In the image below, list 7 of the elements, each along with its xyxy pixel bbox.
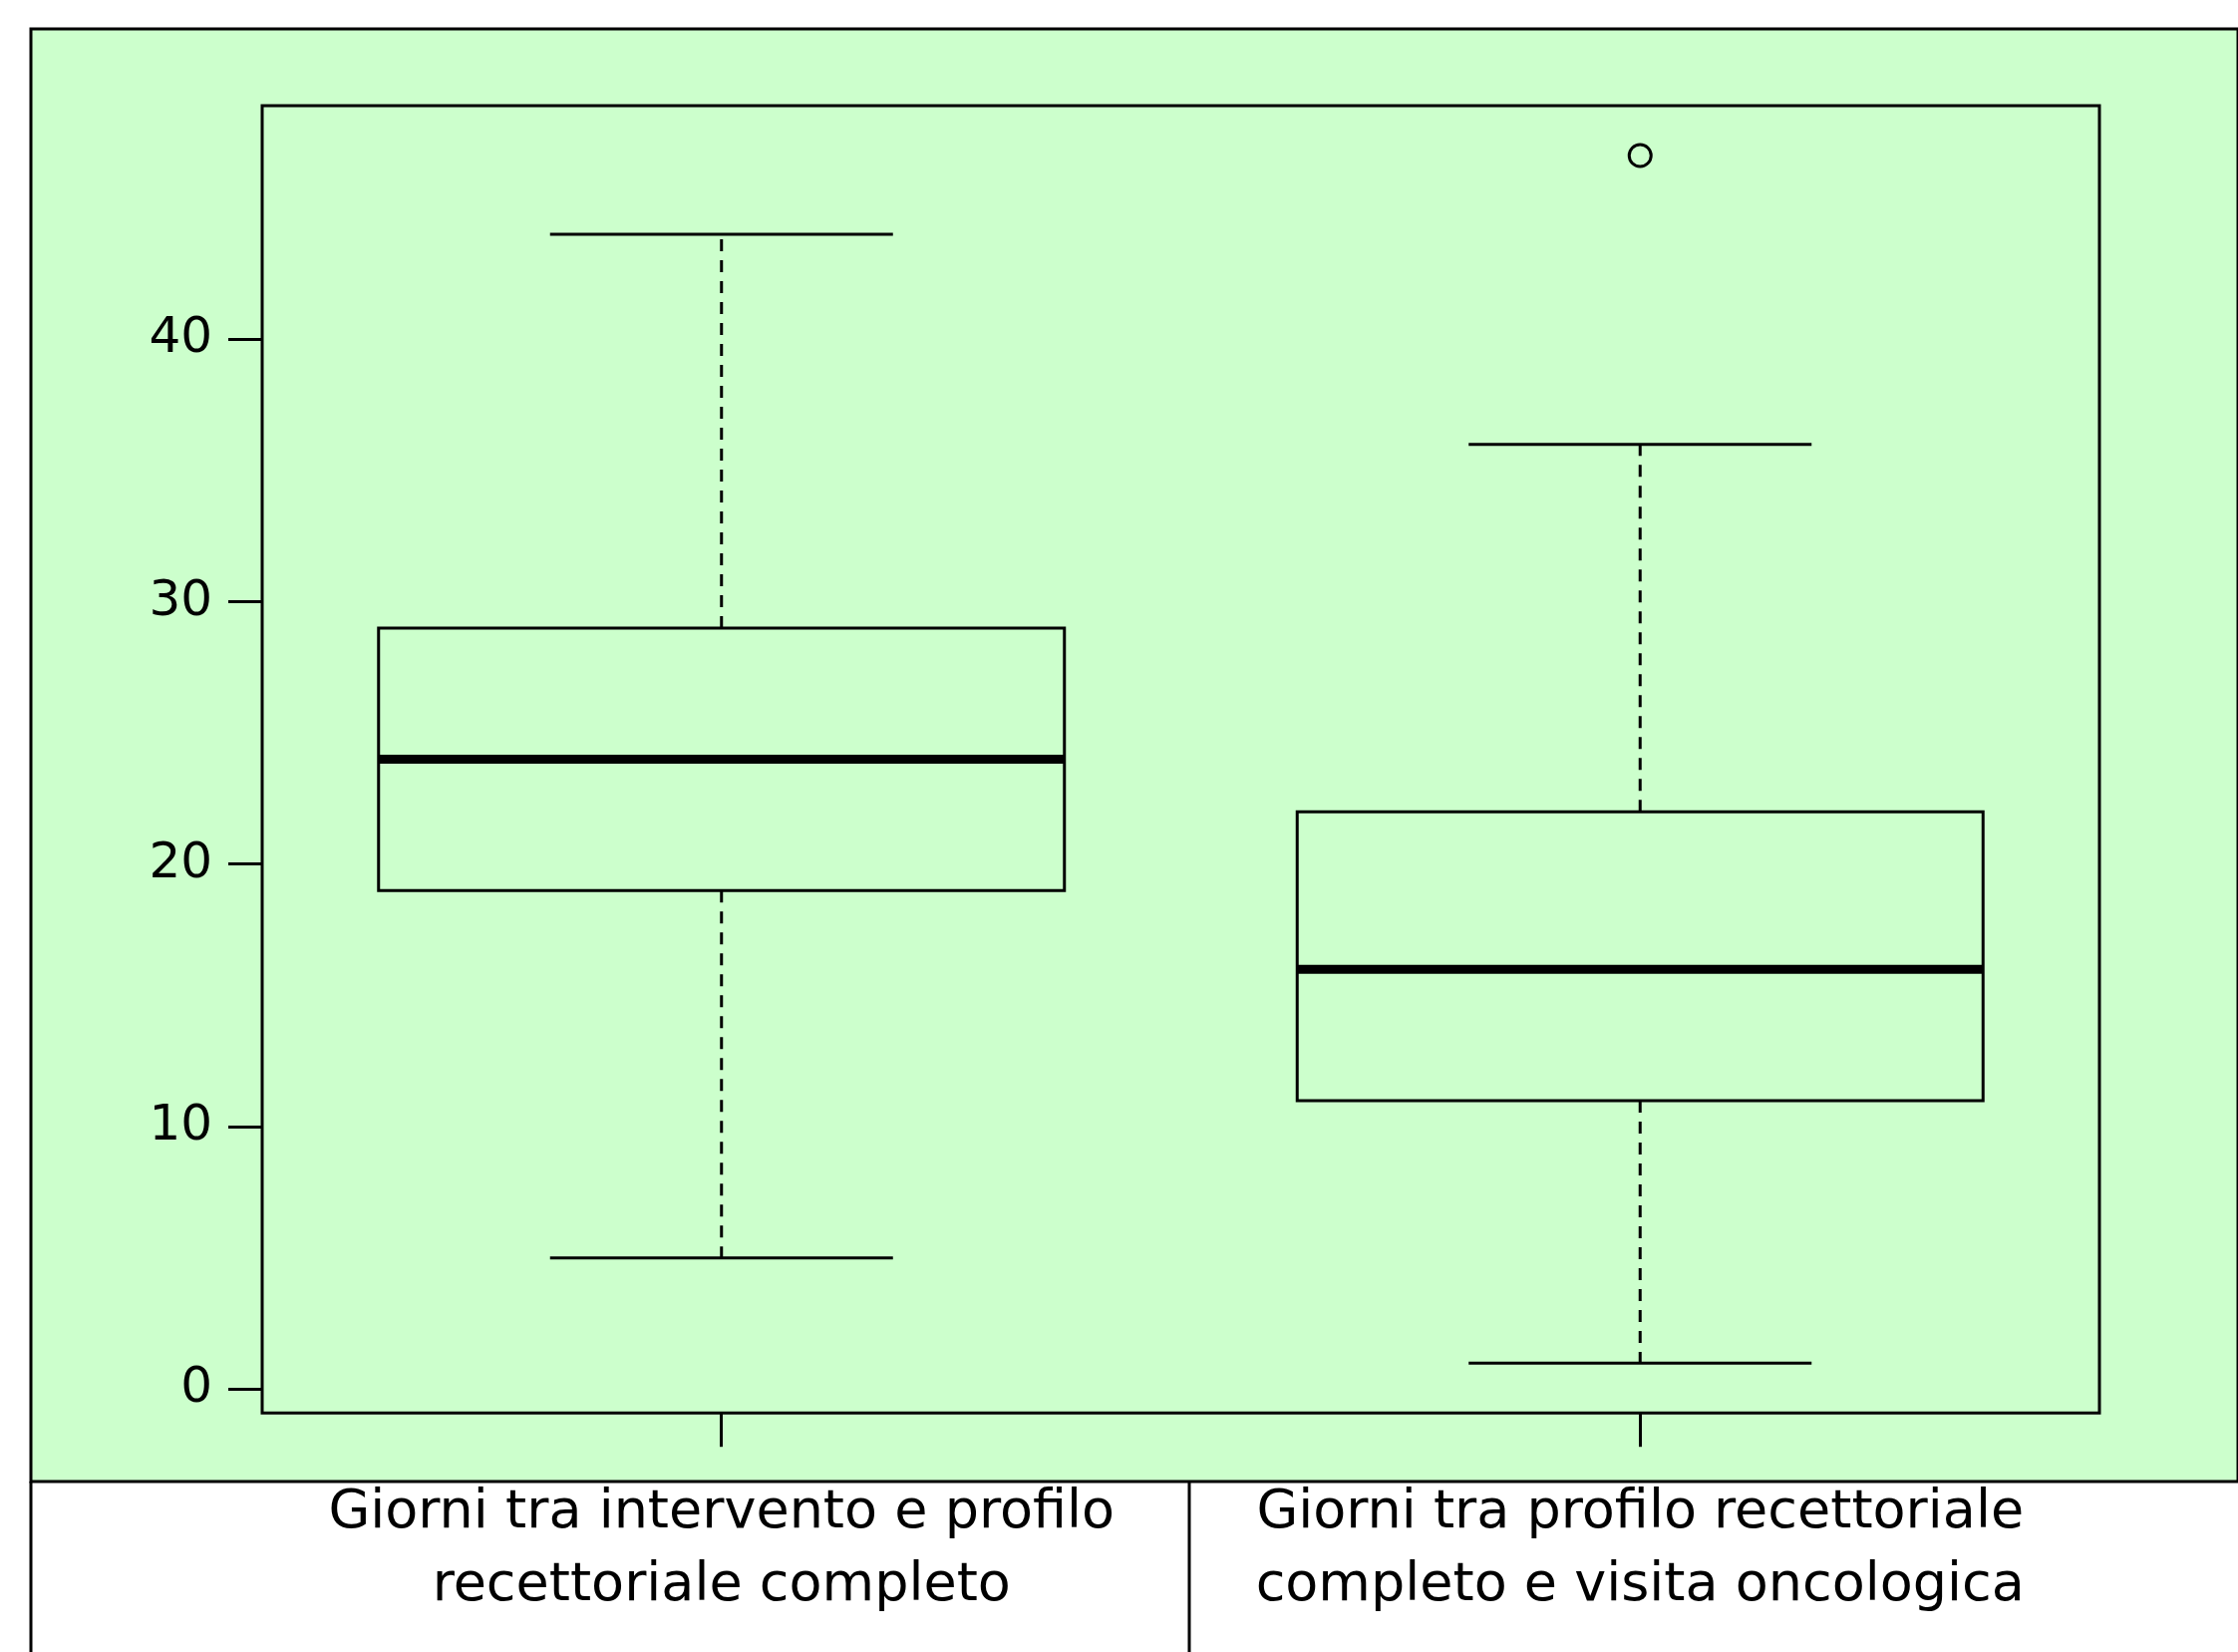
x-tick-label: Giorni tra profilo recettoriale completo e visita oncologica	[1255, 1477, 2025, 1613]
y-tick-label: 20	[149, 830, 212, 889]
y-tick-label: 40	[149, 306, 212, 365]
x-tick-label: Giorni tra intervento e profilo recettoriale completo	[328, 1477, 1116, 1613]
y-tick-label: 0	[180, 1356, 212, 1415]
y-tick-label: 10	[149, 1094, 212, 1153]
y-tick-label: 30	[149, 568, 212, 627]
